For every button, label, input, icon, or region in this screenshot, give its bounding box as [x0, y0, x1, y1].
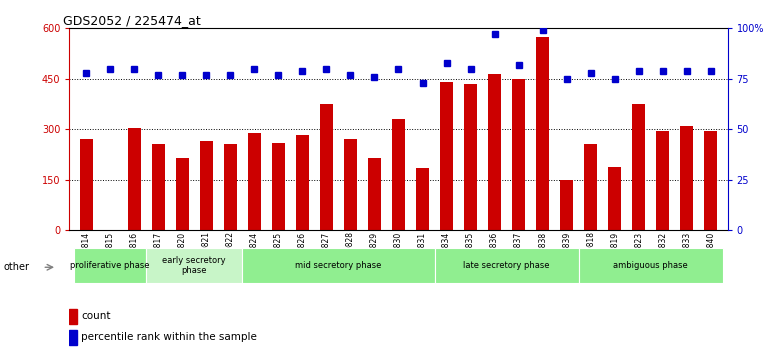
- Bar: [488, 74, 501, 230]
- Text: early secretory
phase: early secretory phase: [162, 256, 226, 275]
- Bar: [176, 158, 189, 230]
- Bar: [434, 248, 579, 283]
- Bar: [248, 133, 261, 230]
- Bar: [272, 143, 285, 230]
- Bar: [608, 167, 621, 230]
- Bar: [579, 248, 723, 283]
- Text: percentile rank within the sample: percentile rank within the sample: [81, 332, 257, 342]
- Text: mid secretory phase: mid secretory phase: [295, 261, 382, 270]
- Text: proliferative phase: proliferative phase: [70, 261, 150, 270]
- Bar: [705, 131, 718, 230]
- Bar: [243, 248, 434, 283]
- Text: other: other: [4, 262, 30, 272]
- Bar: [656, 131, 669, 230]
- Bar: [632, 104, 645, 230]
- Bar: [440, 82, 453, 230]
- Bar: [223, 144, 237, 230]
- Bar: [464, 84, 477, 230]
- Bar: [512, 79, 525, 230]
- Text: GDS2052 / 225474_at: GDS2052 / 225474_at: [62, 14, 200, 27]
- Text: ambiguous phase: ambiguous phase: [614, 261, 688, 270]
- Bar: [320, 104, 333, 230]
- Text: late secretory phase: late secretory phase: [464, 261, 550, 270]
- Bar: [69, 309, 77, 324]
- Bar: [392, 119, 405, 230]
- Bar: [416, 168, 429, 230]
- Bar: [680, 126, 694, 230]
- Text: count: count: [81, 311, 111, 321]
- Bar: [296, 135, 309, 230]
- Bar: [69, 330, 77, 345]
- Bar: [536, 37, 549, 230]
- Bar: [560, 180, 574, 230]
- Bar: [79, 139, 92, 230]
- Bar: [199, 141, 213, 230]
- Bar: [344, 139, 357, 230]
- Bar: [146, 248, 243, 283]
- Bar: [368, 158, 381, 230]
- Bar: [128, 127, 141, 230]
- Bar: [74, 248, 146, 283]
- Bar: [152, 144, 165, 230]
- Bar: [584, 144, 598, 230]
